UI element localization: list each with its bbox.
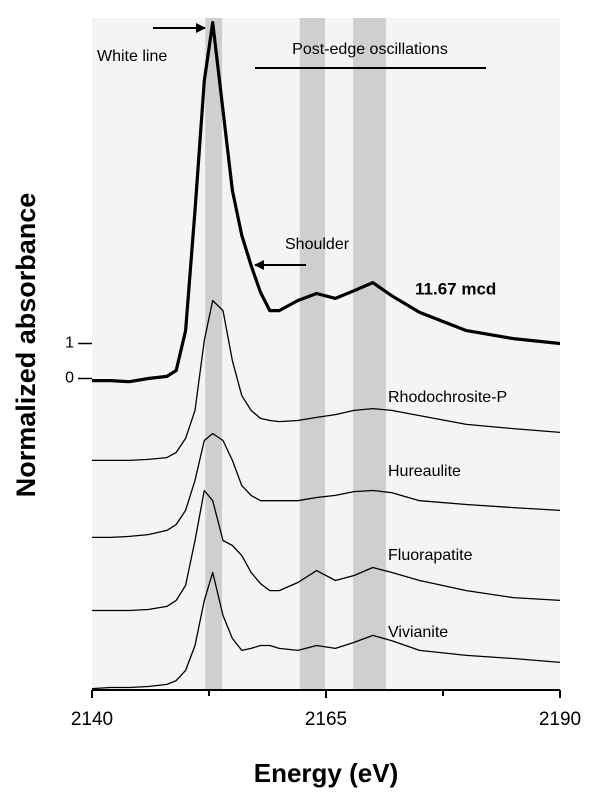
series-label: 11.67 mcd <box>415 279 496 298</box>
y-axis-label: Normalized absorbance <box>11 193 41 498</box>
series-line <box>92 299 561 462</box>
series-line <box>91 571 561 690</box>
y-tick-label: 1 <box>65 335 74 352</box>
series-line <box>92 432 561 539</box>
series-label: Rhodochrosite-P <box>388 389 507 406</box>
y-tick-label: 0 <box>65 370 74 387</box>
band <box>353 18 386 690</box>
band <box>299 18 326 690</box>
plot-area <box>92 18 560 690</box>
annotation: Shoulder <box>285 236 350 253</box>
annotation: White line <box>97 48 167 65</box>
series-label: Hureaulite <box>388 463 461 480</box>
series-line <box>92 21 561 384</box>
series-label: Fluorapatite <box>388 547 473 564</box>
annotation: Post-edge oscillations <box>292 41 448 58</box>
x-axis-label: Energy (eV) <box>254 758 399 788</box>
series-label: Vivianite <box>388 624 448 641</box>
x-tick-label: 2165 <box>305 709 347 730</box>
series-line <box>92 489 561 612</box>
x-tick-label: 2190 <box>539 709 581 730</box>
x-tick-label: 2140 <box>71 709 113 730</box>
